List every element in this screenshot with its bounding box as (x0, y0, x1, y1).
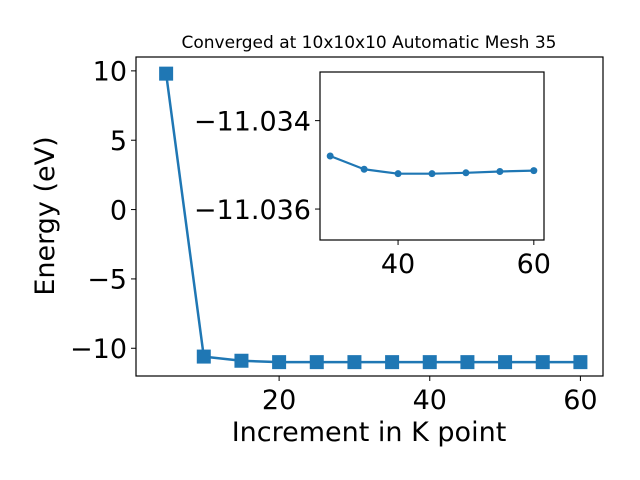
main-data-point (573, 355, 588, 370)
inset-data-point (326, 152, 334, 160)
main-y-tick-label: −5 (87, 265, 127, 296)
main-y-tick-label: 5 (110, 126, 127, 157)
inset-y-tick-label: −11.034 (194, 106, 311, 137)
inset-x-tick-label: 60 (517, 249, 551, 280)
main-data-point (159, 66, 174, 81)
inset-plot: 40 60 −11.036 −11.034 (194, 71, 551, 280)
main-data-point (309, 355, 324, 370)
main-y-tick-label: −10 (70, 334, 127, 365)
main-data-point (272, 355, 287, 370)
main-x-tick-label: 20 (262, 385, 296, 416)
main-data-point (385, 355, 400, 370)
x-axis-title: Increment in K point (232, 417, 507, 448)
inset-y-tick-label: −11.036 (194, 195, 311, 226)
inset-data-point (428, 170, 436, 178)
inset-data-point (394, 170, 402, 178)
main-x-tick-label: 60 (563, 385, 597, 416)
main-data-point (347, 355, 362, 370)
main-data-point (196, 349, 211, 364)
main-y-tick-label: 10 (93, 57, 127, 88)
main-data-point (234, 353, 249, 368)
y-axis-title: Energy (eV) (30, 136, 61, 295)
main-x-tick-label: 40 (413, 385, 447, 416)
main-data-point (498, 355, 513, 370)
inset-x-tick-label: 40 (381, 249, 415, 280)
main-data-point (535, 355, 550, 370)
inset-data-point (530, 167, 538, 175)
main-data-point (460, 355, 475, 370)
inset-data-point (462, 169, 470, 177)
inset-data-point (360, 165, 368, 173)
main-data-point (422, 355, 437, 370)
chart-title: Converged at 10x10x10 Automatic Mesh 35 (182, 33, 557, 53)
inset-data-point (496, 167, 504, 175)
inset-plot-frame (319, 71, 545, 241)
main-y-tick-label: 0 (110, 195, 127, 226)
